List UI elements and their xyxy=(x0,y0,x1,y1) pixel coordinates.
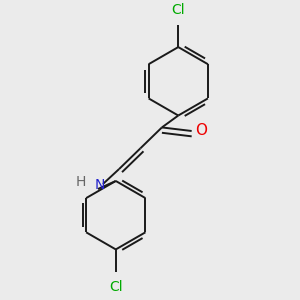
Text: N: N xyxy=(94,178,105,192)
Text: H: H xyxy=(76,176,86,190)
Text: Cl: Cl xyxy=(172,3,185,17)
Text: O: O xyxy=(195,124,207,139)
Text: Cl: Cl xyxy=(109,280,123,294)
